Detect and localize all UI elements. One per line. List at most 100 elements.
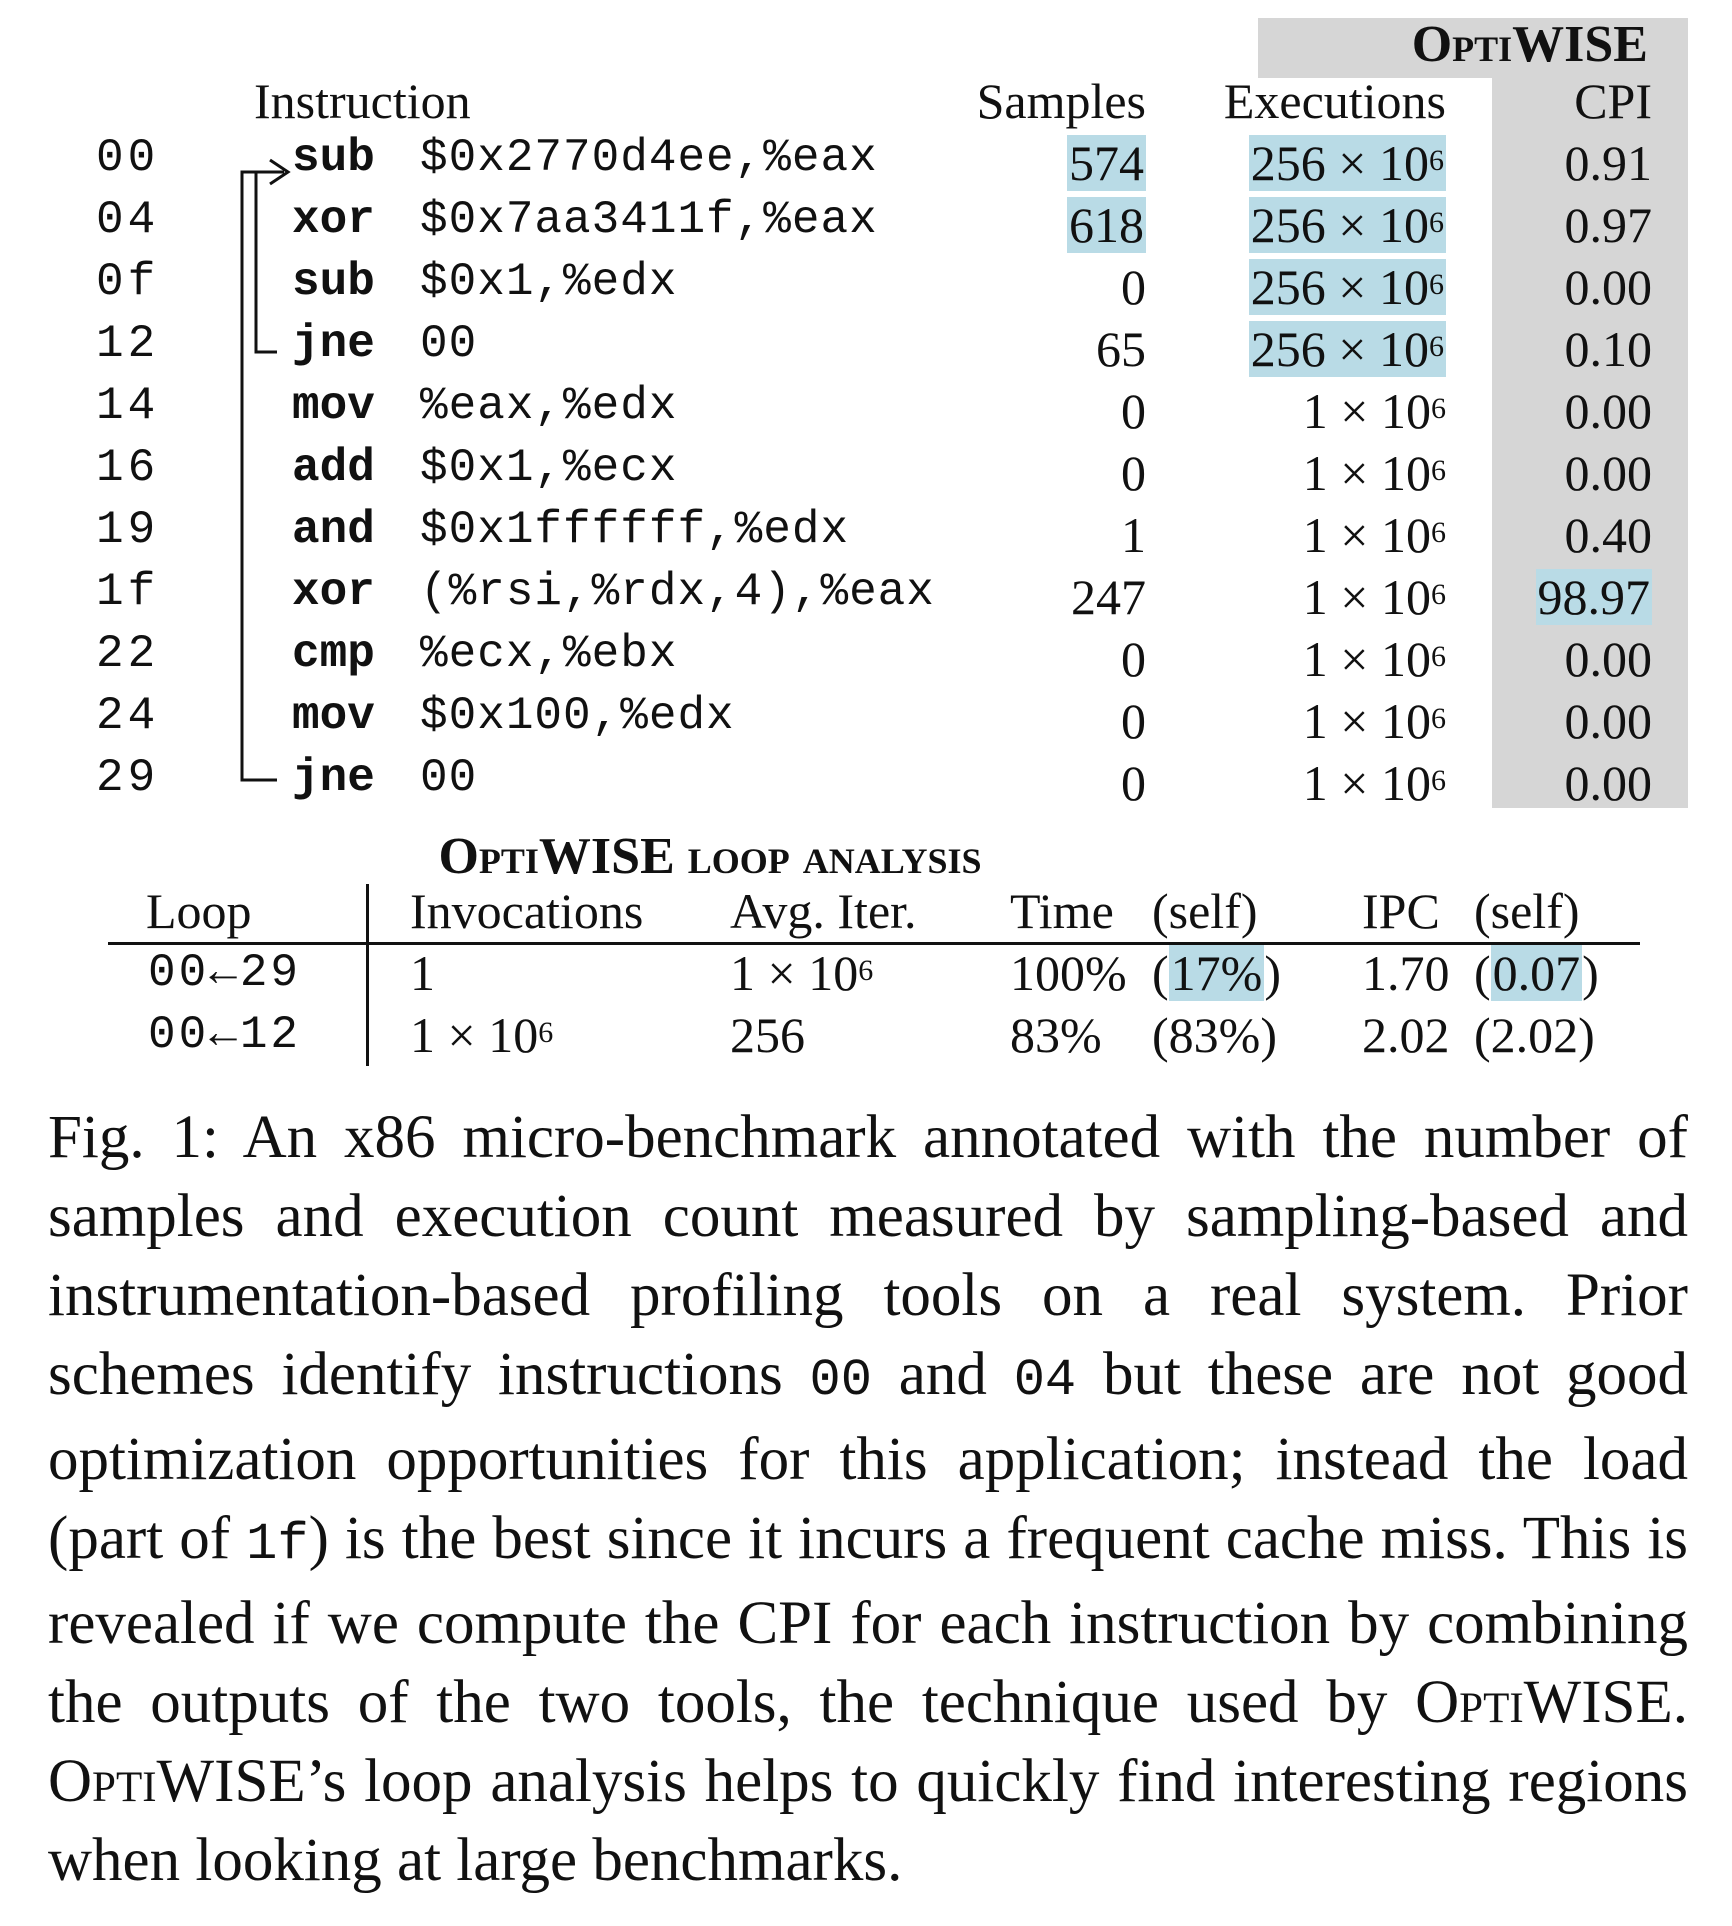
instruction-address: 29 [96,752,160,804]
cpi-value: 98.97 [1535,569,1652,625]
caption-code-00: 00 [809,1351,872,1410]
caption-code-1f: 1f [246,1515,309,1574]
samples-value: 0 [1121,631,1146,687]
executions-value: 256 × 106 [1248,135,1446,191]
cpi-value: 0.00 [1564,259,1653,315]
table-row: 04 xor $0x7aa3411f,%eax 618 256 × 106 0.… [0,194,1732,256]
instruction-operands: %ecx,%ebx [420,628,678,680]
loop-id: 00←12 [148,1009,302,1061]
cpi-value: 0.00 [1564,631,1653,687]
loop-header-avg-iter: Avg. Iter. [730,883,917,939]
loop-ipc: 1.70 [1362,945,1450,1001]
instruction-opcode: and [292,504,375,556]
samples-value: 0 [1121,693,1146,749]
cpi-value: 0.00 [1564,755,1653,811]
instruction-address: 0f [96,256,160,308]
loop-avg-iter: 1 × 106 [730,945,874,1001]
loop-header-ipc-self: (self) [1474,883,1580,939]
instruction-operands: 00 [420,752,478,804]
executions-value: 256 × 106 [1248,197,1446,253]
cpi-value: 0.00 [1564,445,1653,501]
instruction-opcode: mov [292,690,375,742]
samples-value: 1 [1121,507,1146,563]
cpi-value: 0.00 [1564,693,1653,749]
cpi-value: 0.10 [1564,321,1653,377]
instruction-address: 00 [96,132,160,184]
samples-value: 574 [1067,135,1146,191]
loop-row: 00←12 1 × 106 256 83% (83%) 2.02 (2.02) [0,1004,1732,1066]
loop-arrows-diagram [240,158,291,782]
loop-invocations: 1 × 106 [410,1007,554,1063]
cpi-value: 0.40 [1564,507,1653,563]
column-header-executions: Executions [1223,73,1446,129]
instruction-opcode: sub [292,132,375,184]
loop-table-vrule [366,884,369,1066]
instruction-operands: $0x7aa3411f,%eax [420,194,878,246]
optiwise-header-bg [1258,18,1688,78]
loop-ipc: 2.02 [1362,1007,1450,1063]
instruction-address: 19 [96,504,160,556]
loop-header-invocations: Invocations [410,883,644,939]
instruction-address: 14 [96,380,160,432]
table-row: 00 sub $0x2770d4ee,%eax 574 256 × 106 0.… [0,132,1732,194]
samples-value: 0 [1121,383,1146,439]
loop-ipc-self: (2.02) [1474,1007,1595,1063]
instruction-operands: $0x1,%edx [420,256,678,308]
instruction-opcode: cmp [292,628,375,680]
samples-value: 65 [1096,321,1146,377]
arrow-head [269,158,291,186]
column-header-instruction: Instruction [254,73,471,129]
loop-header-time: Time [1010,883,1114,939]
executions-value: 1 × 106 [1302,507,1446,563]
instruction-opcode: jne [292,318,375,370]
loop-header-time-self: (self) [1152,883,1258,939]
inner-loop-arrow [254,172,277,354]
table-row: 14 mov %eax,%edx 0 1 × 106 0.00 [0,380,1732,442]
cpi-value: 0.91 [1564,135,1653,191]
executions-value: 1 × 106 [1302,631,1446,687]
instruction-address: 24 [96,690,160,742]
table-row: 29 jne 00 0 1 × 106 0.00 [0,752,1732,814]
loop-avg-iter: 256 [730,1007,805,1063]
executions-value: 1 × 106 [1302,755,1446,811]
instruction-operands: (%rsi,%rdx,4),%eax [420,566,935,618]
executions-value: 256 × 106 [1248,321,1446,377]
executions-value: 1 × 106 [1302,693,1446,749]
instruction-address: 22 [96,628,160,680]
instruction-opcode: xor [292,194,375,246]
instruction-address: 12 [96,318,160,370]
caption-optiwise-name: OptiWISE [1415,1669,1673,1736]
samples-value: 0 [1121,445,1146,501]
table-row: 1f xor (%rsi,%rdx,4),%eax 247 1 × 106 98… [0,566,1732,628]
loop-invocations: 1 [410,945,435,1001]
table-row: 0f sub $0x1,%edx 0 256 × 106 0.00 [0,256,1732,318]
instruction-operands: $0x1ffffff,%edx [420,504,850,556]
instruction-opcode: sub [292,256,375,308]
table-row: 16 add $0x1,%ecx 0 1 × 106 0.00 [0,442,1732,504]
instruction-opcode: jne [292,752,375,804]
loop-time-self: (83%) [1152,1007,1277,1063]
samples-value: 0 [1121,755,1146,811]
loop-time-self: (17%) [1152,945,1281,1001]
cpi-value: 0.00 [1564,383,1653,439]
loop-header-ipc: IPC [1362,883,1440,939]
caption-code-04: 04 [1013,1351,1077,1410]
instruction-operands: %eax,%edx [420,380,678,432]
loop-row: 00←29 1 1 × 106 100% (17%) 1.70 (0.07) [0,942,1732,1004]
table-row: 22 cmp %ecx,%ebx 0 1 × 106 0.00 [0,628,1732,690]
instruction-address: 1f [96,566,160,618]
optiwise-cpi-column-bg [1492,78,1688,808]
figure-caption: Fig. 1: An x86 micro-benchmark annotated… [48,1104,1689,1894]
loop-time: 100% [1010,945,1127,1001]
outer-loop-arrow [240,170,284,782]
loop-time: 83% [1010,1007,1102,1063]
executions-value: 256 × 106 [1248,259,1446,315]
instruction-opcode: add [292,442,375,494]
table-row: 19 and $0x1ffffff,%edx 1 1 × 106 0.40 [0,504,1732,566]
table-row: 24 mov $0x100,%edx 0 1 × 106 0.00 [0,690,1732,752]
instruction-address: 16 [96,442,160,494]
executions-value: 1 × 106 [1302,383,1446,439]
instruction-operands: $0x100,%edx [420,690,735,742]
loop-analysis-title: OptiWISE loop analysis [438,828,982,885]
instruction-address: 04 [96,194,160,246]
